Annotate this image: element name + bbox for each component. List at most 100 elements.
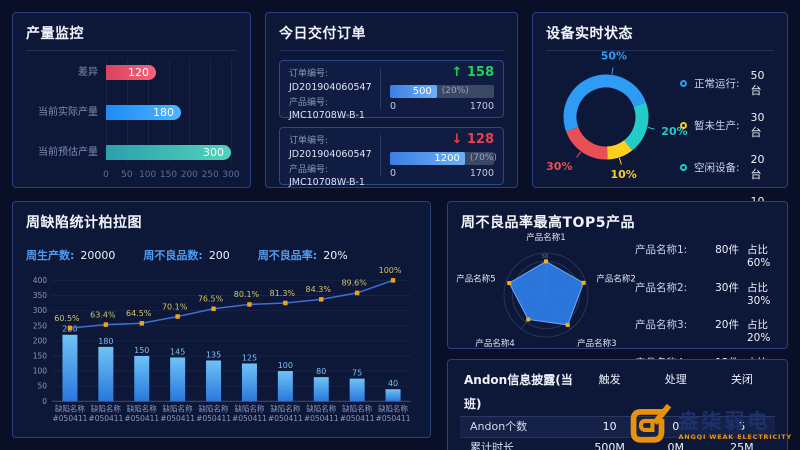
svg-text:75: 75 bbox=[352, 367, 362, 377]
bar: 180 bbox=[106, 105, 181, 120]
devices-donut-chart: 50% 20% 10% 30% bbox=[546, 50, 687, 187]
product-share: 占比30% bbox=[747, 281, 771, 307]
bar-value: 120 bbox=[128, 66, 149, 79]
product-count: 80件 bbox=[715, 244, 739, 256]
legend-ring-icon bbox=[680, 122, 687, 129]
legend-item: 暂未生产: 30台 bbox=[680, 111, 774, 140]
progress-pct: (20%) bbox=[441, 86, 469, 96]
product-count: 30件 bbox=[715, 281, 739, 294]
panel-top5: 周不良品率最高TOP5产品 1020304050产品名称1产品名称2产品名称3产… bbox=[447, 201, 788, 419]
radar-axis-label: 产品名称3 bbox=[577, 338, 616, 349]
panel-pareto: 周缺陷统计柏拉图 周生产数: 20000 周不良品数: 200 周不良品率: 20% 0 5… bbox=[12, 201, 431, 438]
bar-row: 300 bbox=[106, 145, 231, 160]
delta-indicator: ↓ 128 bbox=[451, 132, 494, 147]
svg-text:50: 50 bbox=[37, 382, 47, 391]
radar-axis-label: 产品名称4 bbox=[475, 338, 514, 349]
divider bbox=[279, 50, 504, 51]
svg-text:缺陷名称: 缺陷名称 bbox=[91, 403, 121, 413]
andon-row-label: 累计时长 bbox=[460, 437, 577, 450]
grid-line bbox=[210, 59, 212, 163]
progress-pct: (70%) bbox=[469, 153, 497, 163]
top5-list-item: 产品名称1: 80件 占比60% bbox=[635, 242, 774, 269]
svg-text:250: 250 bbox=[33, 321, 47, 330]
legend-item: 正常运行: 50台 bbox=[680, 69, 774, 98]
legend-ring-icon bbox=[680, 164, 687, 171]
order-info: 订单编号: JD201904060547 产品编号: JMC10708W-B-1 bbox=[289, 135, 381, 188]
legend-label: 空闲设备: bbox=[694, 162, 740, 174]
radar-axis-label: 产品名称2 bbox=[596, 274, 635, 285]
top5-list-item: 产品名称2: 30件 占比30% bbox=[635, 280, 774, 307]
x-tick: 100 bbox=[139, 170, 157, 180]
legend-value: 20台 bbox=[750, 153, 765, 181]
svg-text:#050411: #050411 bbox=[88, 414, 123, 423]
production-title: 产量监控 bbox=[26, 26, 84, 42]
svg-text:缺陷名称: 缺陷名称 bbox=[378, 403, 408, 413]
stat-label: 周生产数: bbox=[26, 249, 75, 262]
stat-value: 20000 bbox=[80, 249, 116, 262]
svg-text:缺陷名称: 缺陷名称 bbox=[306, 403, 336, 413]
svg-text:100: 100 bbox=[33, 367, 47, 376]
svg-text:70.1%: 70.1% bbox=[162, 301, 188, 311]
divider bbox=[546, 50, 774, 51]
svg-text:80: 80 bbox=[316, 366, 326, 376]
bar-category-label: 当前实际产量 bbox=[38, 107, 98, 118]
stat-label: 周不良品率: bbox=[257, 249, 318, 262]
x-tick: 50 bbox=[121, 170, 133, 180]
top5-title: 周不良品率最高TOP5产品 bbox=[461, 215, 635, 231]
product-no: JMC10708W-B-1 bbox=[289, 177, 365, 189]
progress-range: 0 1700 bbox=[390, 101, 494, 112]
order-card: 订单编号: JD201904060547 产品编号: JMC10708W-B-1… bbox=[279, 60, 504, 121]
svg-text:350: 350 bbox=[33, 291, 47, 300]
svg-text:缺陷名称: 缺陷名称 bbox=[163, 403, 193, 413]
svg-text:50: 50 bbox=[542, 254, 549, 260]
svg-text:76.5%: 76.5% bbox=[198, 294, 224, 304]
bar: 120 bbox=[106, 65, 156, 80]
svg-text:145: 145 bbox=[170, 346, 185, 356]
orders-title: 今日交付订单 bbox=[279, 26, 366, 42]
x-tick: 300 bbox=[222, 170, 240, 180]
andon-cell: 5 bbox=[708, 416, 775, 437]
andon-table: Andon信息披露(当班) 触发 处理 关闭 Andon个数 10 0 5 累计时长 500M 0M… bbox=[460, 368, 775, 450]
product-no-label: 产品编号: bbox=[289, 97, 329, 108]
pareto-stat: 周不良品数: 200 bbox=[143, 247, 229, 263]
top-row: 产量监控 差异 120 当前实际产量 180 当前预估产量 300 0 50 100 150 200… bbox=[12, 12, 788, 223]
radar-svg: 1020304050产品名称1产品名称2产品名称3产品名称4产品名称5 bbox=[456, 232, 636, 349]
product-count: 20件 bbox=[715, 319, 739, 331]
panel-orders: 今日交付订单 订单编号: JD201904060547 产品编号: JMC107… bbox=[265, 12, 518, 188]
stat-value: 200 bbox=[208, 249, 230, 262]
andon-cell: 500M bbox=[576, 437, 643, 450]
progress-track: 500 (20%) bbox=[390, 85, 494, 98]
product-label: 产品名称1: bbox=[635, 244, 688, 256]
bar-category-label: 当前预估产量 bbox=[38, 147, 98, 158]
top5-list-item: 产品名称3: 20件 占比20% bbox=[635, 317, 774, 344]
legend-value: 50台 bbox=[750, 69, 765, 97]
svg-text:60.5%: 60.5% bbox=[54, 313, 80, 323]
svg-text:100%: 100% bbox=[379, 266, 402, 275]
donut-slice-label: 30% bbox=[546, 160, 572, 173]
andon-table-title: Andon信息披露(当班) bbox=[464, 373, 573, 411]
top5-radar-chart: 1020304050产品名称1产品名称2产品名称3产品名称4产品名称5 bbox=[456, 232, 636, 419]
svg-text:84.3%: 84.3% bbox=[306, 284, 332, 294]
radar-axis-label: 产品名称5 bbox=[456, 274, 495, 285]
svg-text:135: 135 bbox=[206, 349, 221, 359]
divider bbox=[26, 50, 237, 51]
delta-value: 158 bbox=[466, 65, 494, 80]
range-max: 1700 bbox=[469, 168, 494, 179]
bar-value: 180 bbox=[153, 106, 174, 119]
legend-ring-icon bbox=[680, 80, 687, 87]
panel-devices: 设备实时状态 50% 20% 10% 30% 正常运行: 50台 暂未生产: 30台空闲设备… bbox=[532, 12, 788, 223]
svg-text:#050411: #050411 bbox=[232, 414, 267, 423]
svg-text:#050411: #050411 bbox=[268, 414, 303, 423]
devices-title: 设备实时状态 bbox=[546, 26, 633, 42]
andon-cell: 10 bbox=[576, 416, 643, 437]
svg-text:150: 150 bbox=[33, 351, 47, 360]
andon-column-header: 关闭 bbox=[730, 373, 753, 386]
svg-text:80.1%: 80.1% bbox=[234, 289, 260, 299]
svg-text:0: 0 bbox=[42, 397, 47, 406]
pareto-stat: 周生产数: 20000 bbox=[26, 247, 115, 263]
production-bar-chart: 差异 120 当前实际产量 180 当前预估产量 300 0 50 100 150 200 250 30… bbox=[26, 59, 240, 181]
legend-label: 暂未生产: bbox=[694, 120, 740, 132]
panel-andon: Andon信息披露(当班) 触发 处理 关闭 Andon个数 10 0 5 累计时长 500M 0M… bbox=[447, 359, 788, 450]
